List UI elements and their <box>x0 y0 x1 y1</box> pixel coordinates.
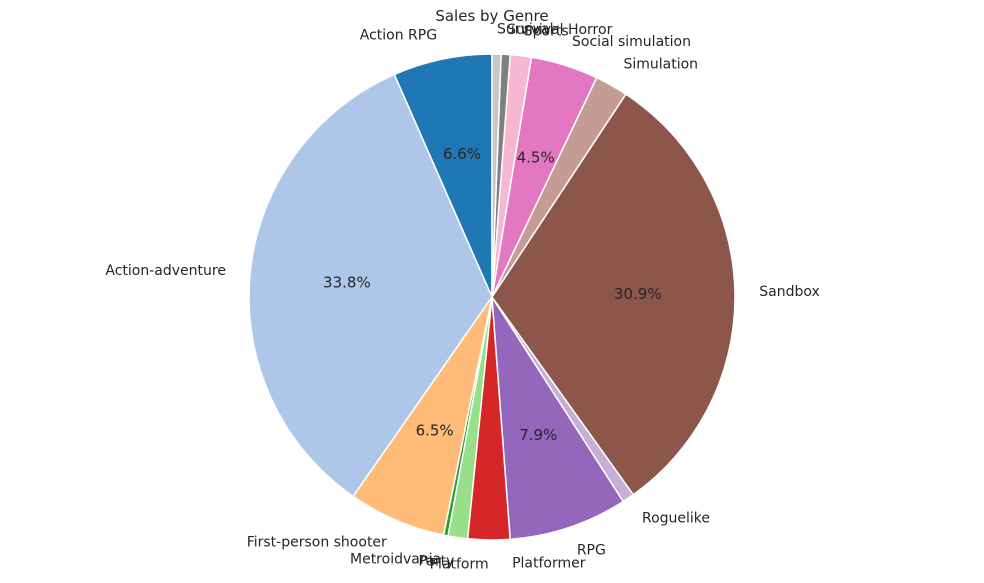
slice-percent-rpg: 7.9% <box>519 426 557 444</box>
slice-percent-social-simulation: 4.5% <box>517 148 555 166</box>
slice-label-survival: Survival <box>497 22 553 38</box>
slice-label-party: Party <box>418 554 454 570</box>
wedge-sandbox <box>491 93 736 496</box>
slice-label-platformer: Platformer <box>512 556 586 572</box>
slice-label-metroidvania: Metroidvania <box>350 551 441 567</box>
slice-percent-first-person-shooter: 6.5% <box>416 422 454 440</box>
wedge-rpg <box>491 296 625 541</box>
slice-label-rpg: RPG <box>577 542 606 558</box>
pie-percent-labels: 6.6% 33.8% 6.5% 7.9% 30.9% 4.5% <box>323 145 662 444</box>
slice-label-sports: Sports <box>524 24 569 40</box>
slice-percent-action-rpg: 6.6% <box>443 145 481 163</box>
slice-label-sandbox: Sandbox <box>759 284 820 300</box>
wedge-action-adventure <box>248 73 493 498</box>
slice-label-roguelike: Roguelike <box>642 510 710 526</box>
slice-label-action-rpg: Action RPG <box>360 27 437 43</box>
slice-percent-action-adventure: 33.8% <box>323 273 371 291</box>
slice-label-platform: Platform <box>430 556 489 572</box>
pie-wedges <box>248 53 736 541</box>
slice-label-social-simulation: Social simulation <box>572 34 691 50</box>
slice-label-action-adventure: Action-adventure <box>105 263 226 279</box>
slice-label-survival-horror: Survival Horror <box>507 22 613 38</box>
chart-title: Sales by Genre <box>435 7 548 25</box>
pie-labels: Action RPG Action-adventure First-person s… <box>105 22 819 573</box>
slice-label-simulation: Simulation <box>623 56 698 72</box>
slice-label-first-person-shooter: First-person shooter <box>247 535 387 551</box>
slice-percent-sandbox: 30.9% <box>614 285 662 303</box>
wedge-survival <box>491 53 502 298</box>
